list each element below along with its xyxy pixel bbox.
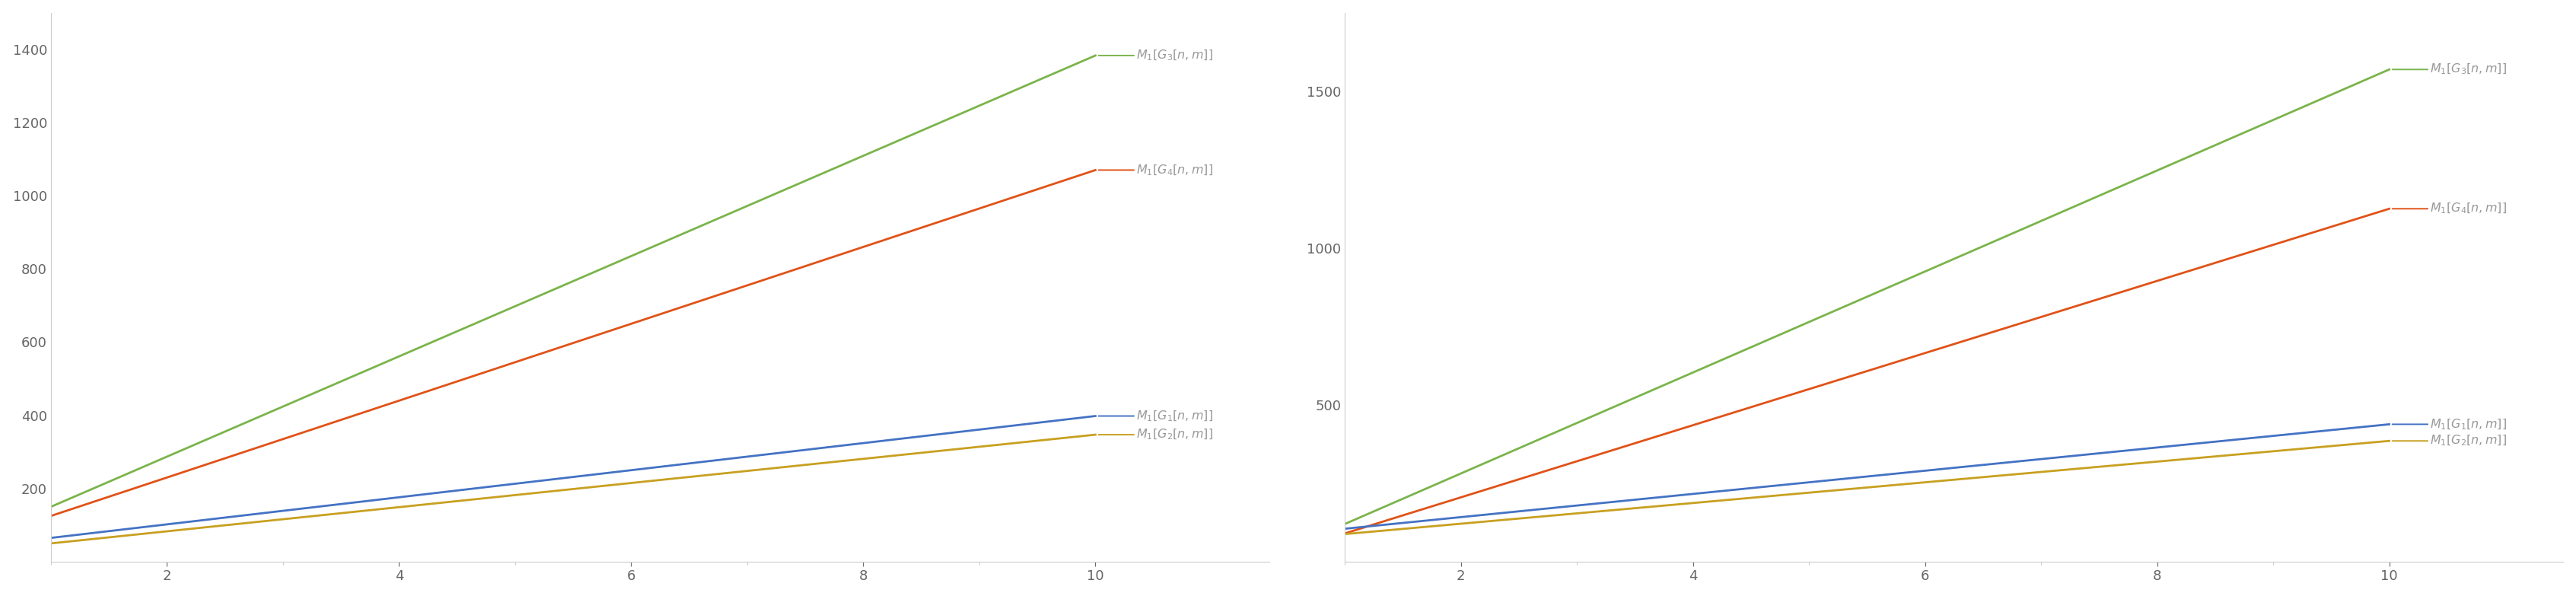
Text: $M_1[G_4[n,m]]$: $M_1[G_4[n,m]]$ [2393,202,2506,216]
Text: $M_1[G_3[n,m]]$: $M_1[G_3[n,m]]$ [2393,63,2506,76]
Text: $M_1[G_1[n,m]]$: $M_1[G_1[n,m]]$ [1097,409,1213,423]
Text: $M_1[G_3[n,m]]$: $M_1[G_3[n,m]]$ [1097,48,1213,63]
Text: $M_1[G_1[n,m]]$: $M_1[G_1[n,m]]$ [2393,417,2506,432]
Text: $M_1[G_4[n,m]]$: $M_1[G_4[n,m]]$ [1097,163,1213,177]
Text: $M_1[G_2[n,m]]$: $M_1[G_2[n,m]]$ [2393,434,2506,448]
Text: $M_1[G_2[n,m]]$: $M_1[G_2[n,m]]$ [1097,428,1213,442]
